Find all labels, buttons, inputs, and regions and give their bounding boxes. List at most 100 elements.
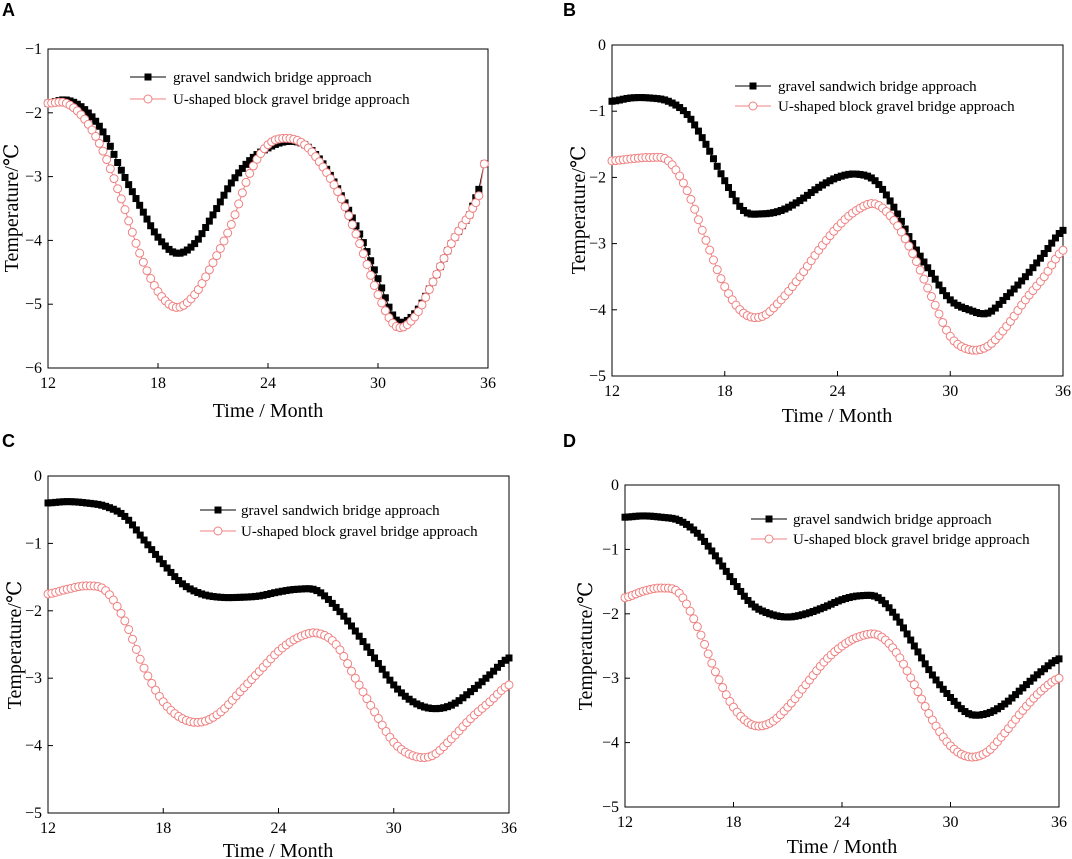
data-point-gravel <box>973 309 981 317</box>
panel-letter: B <box>563 0 576 20</box>
data-point-gravel <box>148 546 156 554</box>
data-point-ushaped <box>366 270 376 280</box>
data-point-gravel <box>493 663 501 671</box>
panel-b: B 12 18 24 30 36 0 −1 −2 −3 −4 −5 Time / Month Tem… <box>563 0 1071 427</box>
data-point-gravel <box>733 583 741 591</box>
data-point-gravel <box>227 179 235 187</box>
data-point-gravel <box>642 94 650 102</box>
y-tick-label: −3 <box>25 670 42 687</box>
data-point-gravel <box>1010 285 1018 293</box>
data-point-gravel <box>417 702 425 710</box>
data-point-gravel <box>236 593 244 601</box>
data-point-gravel <box>71 498 79 506</box>
data-point-gravel <box>82 499 90 507</box>
data-point-gravel <box>309 585 317 593</box>
data-point-ushaped <box>439 253 449 263</box>
data-point-gravel <box>787 613 795 621</box>
data-point-gravel <box>728 190 736 198</box>
data-point-gravel <box>664 514 672 522</box>
data-point-ushaped <box>147 678 157 688</box>
data-point-gravel <box>150 228 158 236</box>
data-point-ushaped <box>710 667 720 677</box>
data-point-gravel <box>693 529 701 537</box>
data-point-gravel <box>139 208 147 216</box>
data-point-gravel <box>1015 687 1023 695</box>
data-point-gravel <box>766 209 774 217</box>
data-point-gravel <box>991 304 999 312</box>
data-point-gravel <box>444 703 452 711</box>
data-point-gravel <box>482 674 490 682</box>
data-point-gravel <box>721 177 729 185</box>
legend-marker-gravel <box>765 515 773 523</box>
data-point-gravel <box>946 296 954 304</box>
x-tick-label: 12 <box>40 820 56 837</box>
data-point-gravel <box>811 186 819 194</box>
data-point-ushaped <box>373 713 383 723</box>
data-point-gravel <box>1003 293 1011 301</box>
data-point-gravel <box>616 96 624 104</box>
data-point-gravel <box>405 695 413 703</box>
data-point-gravel <box>643 512 651 520</box>
data-point-gravel <box>224 185 232 193</box>
data-point-gravel <box>896 618 904 626</box>
data-point-gravel <box>313 587 321 595</box>
data-point-gravel <box>842 595 850 603</box>
data-point-gravel <box>147 222 155 230</box>
legend: gravel sandwich bridge approach U-shaped… <box>751 512 1030 548</box>
data-point-ushaped <box>707 658 717 668</box>
data-point-gravel <box>932 676 940 684</box>
data-point-ushaped <box>350 673 360 683</box>
data-point-gravel <box>367 257 375 265</box>
legend-label-ushaped: U-shaped block gravel bridge approach <box>173 92 410 108</box>
data-point-ushaped <box>904 241 914 251</box>
data-point-gravel <box>769 611 777 619</box>
data-point-ushaped <box>413 307 423 317</box>
data-point-gravel <box>965 306 973 314</box>
data-point-ushaped <box>377 720 387 730</box>
data-point-ushaped <box>105 164 115 174</box>
data-point-gravel <box>505 654 513 662</box>
data-point-gravel <box>881 600 889 608</box>
y-tick-label: 0 <box>34 468 42 485</box>
data-point-gravel <box>94 500 102 508</box>
legend: gravel sandwich bridge approach U-shaped… <box>130 70 410 108</box>
data-point-ushaped <box>124 216 134 226</box>
data-point-gravel <box>370 266 378 274</box>
data-point-gravel <box>213 593 221 601</box>
data-point-ushaped <box>930 300 940 310</box>
data-point-gravel <box>890 203 898 211</box>
data-point-gravel <box>301 585 309 593</box>
data-point-gravel <box>244 593 252 601</box>
data-point-gravel <box>371 654 379 662</box>
data-point-gravel <box>382 671 390 679</box>
data-point-gravel <box>1040 250 1048 258</box>
data-point-gravel <box>796 197 804 205</box>
y-tick-label: −3 <box>25 169 42 186</box>
data-point-gravel <box>386 676 394 684</box>
y-tick-label: −5 <box>602 799 619 816</box>
data-point-gravel <box>455 697 463 705</box>
data-point-ushaped <box>116 194 126 204</box>
data-point-gravel <box>732 197 740 205</box>
data-point-gravel <box>1012 691 1020 699</box>
data-point-gravel <box>802 610 810 618</box>
data-point-gravel <box>48 499 56 507</box>
data-point-gravel <box>486 671 494 679</box>
data-point-gravel <box>972 711 980 719</box>
y-tick-label: −5 <box>589 368 606 385</box>
data-point-gravel <box>730 578 737 586</box>
data-point-ushaped <box>120 205 130 215</box>
data-point-gravel <box>920 258 928 266</box>
panel-a: A 12 18 24 30 36 −1 −2 −3 −4 −5 −6 Time / Month Te… <box>1 0 496 422</box>
data-point-gravel <box>837 172 845 180</box>
data-point-ushaped <box>339 651 349 661</box>
legend: gravel sandwich bridge approach U-shaped… <box>735 79 1015 115</box>
data-point-gravel <box>740 207 748 214</box>
data-point-ushaped <box>335 645 345 655</box>
data-point-gravel <box>852 592 860 600</box>
data-point-gravel <box>990 707 998 715</box>
data-point-gravel <box>336 608 344 616</box>
data-point-ushaped <box>906 673 916 683</box>
x-tick-label: 36 <box>480 375 496 392</box>
data-point-ushaped <box>245 168 255 178</box>
